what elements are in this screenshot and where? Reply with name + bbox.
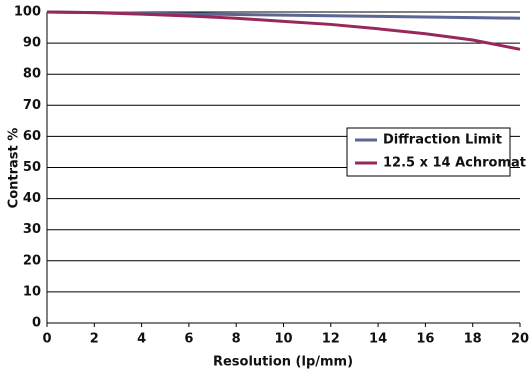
x-tick-label: 6 (184, 332, 193, 347)
legend-label: Diffraction Limit (383, 133, 502, 148)
legend-label: 12.5 x 14 Achromat (383, 156, 526, 171)
y-tick-label: 100 (14, 5, 41, 20)
x-tick-label: 18 (464, 332, 482, 347)
x-tick-label: 10 (274, 332, 292, 347)
x-tick-label: 14 (369, 332, 387, 347)
x-tick-label: 2 (90, 332, 99, 347)
legend-box (346, 127, 511, 177)
x-tick-label: 0 (42, 332, 51, 347)
data-line (46, 10, 521, 51)
y-tick-label: 40 (23, 191, 41, 206)
y-tick-label: 30 (23, 222, 41, 237)
x-tick-label: 8 (232, 332, 241, 347)
y-tick-label: 20 (23, 253, 41, 268)
y-tick-label: 50 (23, 160, 41, 175)
y-tick-label: 60 (23, 129, 41, 144)
y-tick-label: 10 (23, 284, 41, 299)
x-tick-label: 12 (322, 332, 340, 347)
y-tick-label: 0 (32, 316, 41, 331)
y-axis-label: Contrast % (7, 128, 22, 209)
x-axis-label: Resolution (lp/mm) (213, 355, 353, 370)
x-tick-label: 16 (416, 332, 434, 347)
y-tick-label: 70 (23, 98, 41, 113)
y-tick-label: 80 (23, 67, 41, 82)
y-tick-label: 90 (23, 36, 41, 51)
x-tick-label: 20 (511, 332, 529, 347)
x-tick-label: 4 (137, 332, 146, 347)
